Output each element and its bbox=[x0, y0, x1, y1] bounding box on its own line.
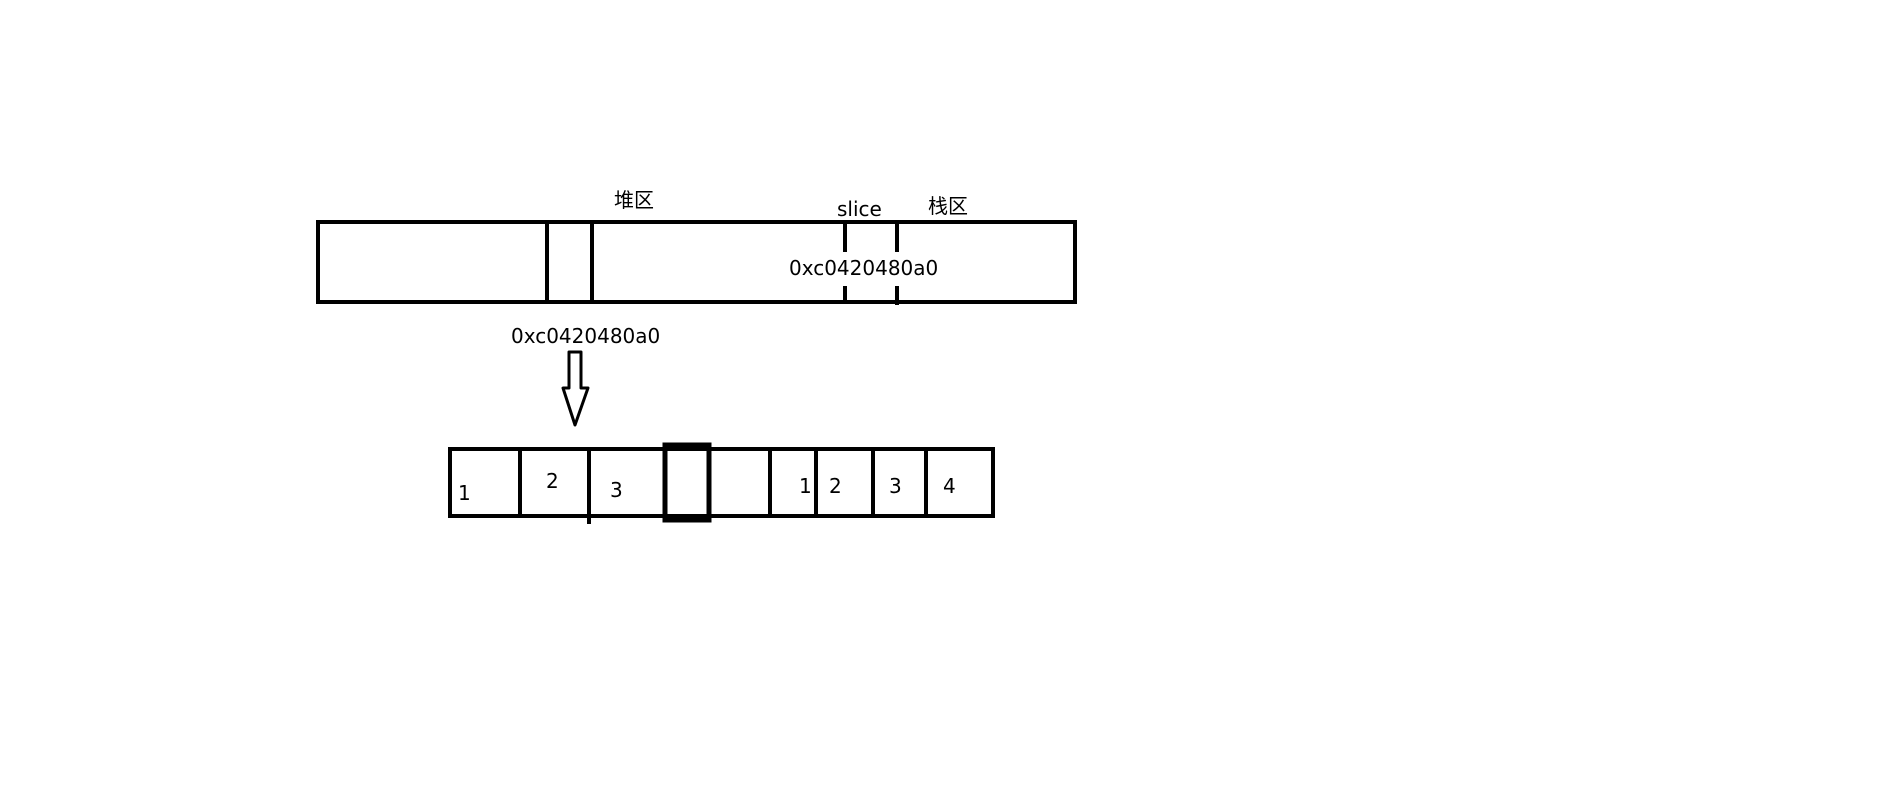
stack-label: 栈区 bbox=[928, 194, 968, 218]
array-outline bbox=[448, 447, 995, 518]
slice-label: slice bbox=[837, 197, 882, 221]
stack-address-label: 0xc0420480a0 bbox=[789, 256, 938, 280]
array-cell-value: 2 bbox=[546, 469, 559, 493]
memory-bar bbox=[316, 220, 1077, 305]
heap-address-label: 0xc0420480a0 bbox=[511, 324, 660, 348]
array-cell-value: 3 bbox=[889, 474, 902, 498]
highlighted-cell bbox=[662, 442, 712, 523]
heap-label: 堆区 bbox=[614, 188, 654, 212]
array-cell-value: 3 bbox=[610, 478, 623, 502]
array-cell-value: 2 bbox=[829, 474, 842, 498]
memory-bar-outline bbox=[316, 220, 1077, 304]
array-cell-value: 4 bbox=[943, 474, 956, 498]
array bbox=[448, 442, 995, 524]
down-arrow-icon bbox=[561, 350, 590, 427]
array-cell-value: 1 bbox=[458, 481, 471, 505]
array-cell-value: 1 bbox=[799, 474, 812, 498]
